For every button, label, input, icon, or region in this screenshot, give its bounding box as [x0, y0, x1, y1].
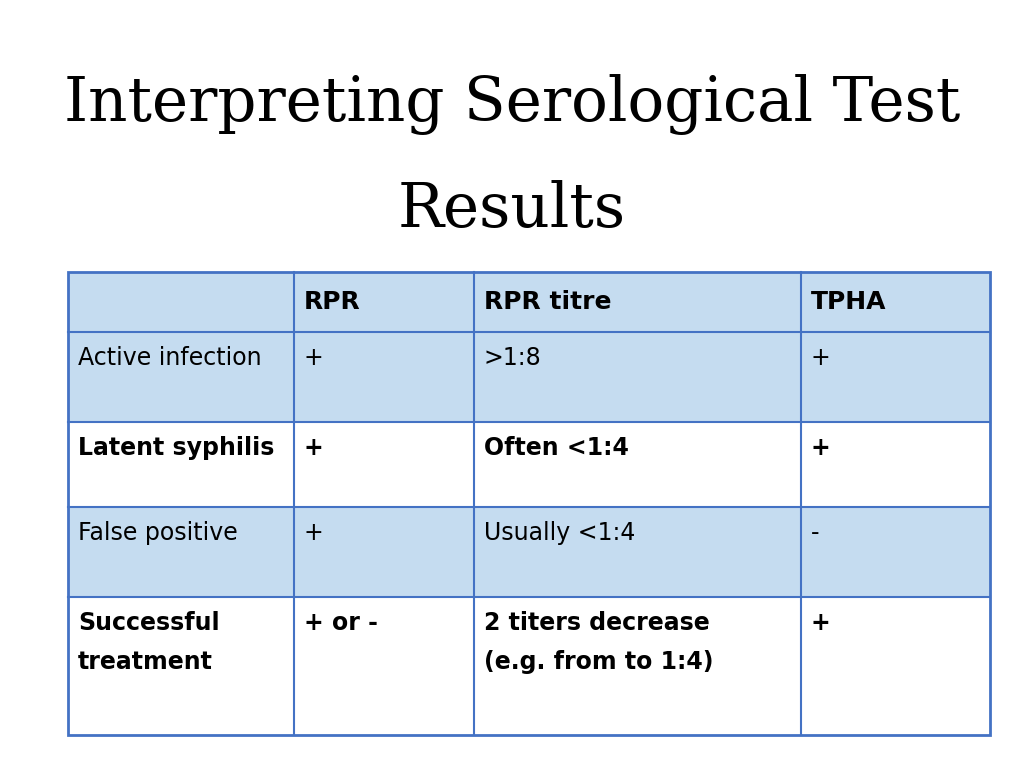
Text: +: + — [304, 521, 324, 545]
Text: Results: Results — [398, 180, 626, 240]
Text: False positive: False positive — [78, 521, 238, 545]
Bar — [68, 332, 990, 422]
Text: Often <1:4: Often <1:4 — [483, 436, 629, 460]
Text: RPR: RPR — [304, 290, 360, 314]
Text: Successful
treatment: Successful treatment — [78, 611, 219, 674]
Text: +: + — [811, 436, 830, 460]
Text: Usually <1:4: Usually <1:4 — [483, 521, 635, 545]
Bar — [68, 422, 990, 507]
Text: +: + — [811, 611, 830, 635]
Text: TPHA: TPHA — [811, 290, 887, 314]
Bar — [68, 272, 990, 332]
Text: >1:8: >1:8 — [483, 346, 542, 370]
Bar — [68, 272, 990, 735]
Text: Interpreting Serological Test: Interpreting Serological Test — [63, 74, 961, 135]
Text: +: + — [304, 346, 324, 370]
Text: +: + — [304, 436, 324, 460]
Bar — [68, 597, 990, 745]
Text: Active infection: Active infection — [78, 346, 261, 370]
Text: + or -: + or - — [304, 611, 378, 635]
Text: RPR titre: RPR titre — [483, 290, 611, 314]
Text: +: + — [811, 346, 830, 370]
Text: Latent syphilis: Latent syphilis — [78, 436, 274, 460]
Bar — [68, 507, 990, 597]
Text: 2 titers decrease
(e.g. from to 1:4): 2 titers decrease (e.g. from to 1:4) — [483, 611, 713, 674]
Text: -: - — [811, 521, 819, 545]
